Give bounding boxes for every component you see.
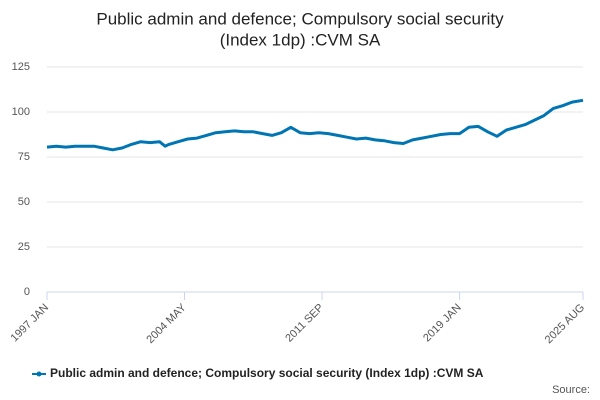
y-tick-label: 75: [18, 151, 30, 163]
legend-marker: [36, 371, 42, 377]
y-tick-label: 25: [18, 241, 30, 253]
y-tick-label: 100: [12, 106, 30, 118]
source: Source:: [552, 384, 590, 396]
y-tick-label: 50: [18, 196, 30, 208]
x-tick-label: 2025 AUG: [543, 302, 587, 346]
chart-title: (Index 1dp) :CVM SA: [220, 30, 381, 49]
chart-title: Public admin and defence; Compulsory soc…: [96, 9, 504, 28]
x-tick-label: 2019 JAN: [421, 302, 464, 345]
x-tick-label: 2004 MAY: [144, 301, 189, 346]
x-tick-label: 1997 JAN: [9, 302, 52, 345]
x-tick-label: 2011 SEP: [283, 302, 326, 345]
data-line: [46, 98, 584, 152]
y-tick-label: 125: [12, 61, 30, 73]
legend-label: Public admin and defence; Compulsory soc…: [50, 366, 484, 380]
y-tick-label: 0: [24, 286, 30, 298]
